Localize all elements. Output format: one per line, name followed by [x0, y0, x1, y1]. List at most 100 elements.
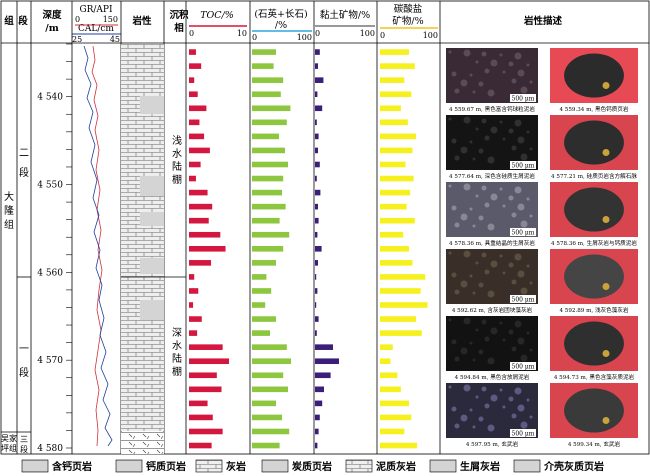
legend-item: 灰岩 [195, 459, 246, 473]
grain-mark [529, 214, 533, 218]
scale-bar-box [510, 94, 536, 102]
core-sample [564, 321, 624, 366]
grain-mark [526, 398, 530, 402]
bar [315, 105, 323, 112]
grain-mark [454, 88, 460, 94]
bar [189, 260, 212, 266]
grain-mark [508, 61, 514, 67]
grain-mark [529, 147, 533, 151]
legend-label: 炭质页岩 [292, 460, 332, 473]
depth-tick-label: 4 550 [37, 181, 63, 191]
grain-mark [511, 413, 517, 419]
photo-item: 500 μm 4 559.67 m, 黑色富含钙球粒泥岩 [446, 48, 538, 113]
bar [315, 246, 322, 252]
toc-header: TOC/% [200, 10, 234, 21]
grain-mark [448, 184, 452, 188]
grain-mark [472, 90, 476, 94]
grain-mark [463, 49, 471, 57]
legend-swatch [261, 459, 289, 473]
bar [189, 372, 217, 379]
bar [252, 77, 284, 83]
bar [189, 49, 196, 55]
bar [380, 203, 407, 210]
grain-mark [484, 403, 490, 409]
litho-base [121, 432, 164, 454]
grain-mark [517, 136, 525, 144]
grain-mark [514, 119, 522, 127]
scale-bar-box [510, 429, 536, 437]
photo-item: 500 μm 4 594.84 m, 黑色含放屑泥岩 [446, 316, 538, 381]
quartz-header-2: /% [275, 20, 287, 31]
legend-label: 介壳灰质页岩 [543, 460, 604, 473]
grain-mark [517, 270, 525, 278]
core-sample [564, 254, 624, 299]
bar [315, 49, 320, 55]
grain-mark [508, 329, 514, 335]
grain-mark [460, 414, 468, 422]
bar [252, 147, 285, 154]
grain-mark [454, 222, 460, 228]
description-header: 岩性描述 [523, 15, 563, 27]
grain-mark [517, 337, 525, 345]
grain-mark [451, 406, 457, 412]
bar [252, 231, 290, 238]
bar [380, 344, 393, 350]
grain-mark [460, 347, 468, 355]
litho-shale-1 [140, 96, 164, 114]
stage2-label-1: 二 [19, 148, 29, 159]
grain-mark [517, 69, 525, 77]
photo-caption: 4 599.34 m, 玄武岩 [568, 440, 621, 448]
bar [189, 147, 210, 154]
cal-max: 45 [110, 35, 120, 44]
grain-mark [460, 280, 468, 288]
grain-mark [511, 346, 517, 352]
bar [189, 288, 199, 294]
bar [315, 414, 320, 421]
grain-mark [481, 185, 487, 191]
bar [252, 330, 270, 336]
grain-mark [529, 348, 533, 352]
toc-max: 10 [237, 29, 247, 38]
grain-mark [508, 128, 514, 134]
bar [189, 414, 213, 421]
coin-scale [602, 283, 610, 290]
grain-mark [475, 395, 479, 399]
bar [189, 91, 198, 98]
grain-mark [484, 68, 490, 74]
grain-mark [499, 388, 503, 392]
grain-mark [481, 319, 487, 325]
grain-mark [478, 282, 484, 288]
wujiaping-label-2: 坪组 [1, 443, 17, 453]
bar [380, 147, 413, 154]
bar [380, 119, 408, 126]
bar [380, 49, 409, 55]
coin-scale [602, 216, 610, 223]
grain-mark [481, 386, 487, 392]
bar [252, 316, 276, 322]
legend-item: 泥质灰岩 [345, 459, 416, 473]
bar [189, 400, 208, 407]
bar [315, 91, 318, 98]
grain-mark [526, 264, 530, 268]
grain-mark [502, 204, 506, 208]
depth-tick-label: 4 560 [37, 268, 63, 278]
bar [189, 217, 209, 224]
grain-mark [469, 274, 473, 278]
bar [380, 260, 413, 266]
grain-mark [490, 327, 498, 335]
grain-mark [487, 223, 495, 231]
bar [380, 358, 391, 365]
photo-item: 4 599.34 m, 玄武岩 [550, 383, 638, 448]
grain-mark [502, 405, 506, 409]
photo-caption: 4 592.62 m, 含灰岩团块藻灰岩 [452, 306, 533, 314]
legend-label: 灰岩 [226, 460, 246, 473]
clay-max: 100 [360, 29, 375, 38]
legend: 含钙页岩 钙质页岩 灰岩 炭质页岩 泥质灰岩 生屑灰岩 介壳灰质页岩 [21, 459, 604, 473]
bar [252, 428, 290, 435]
grain-mark [526, 130, 530, 134]
grain-mark [469, 408, 473, 412]
carbonate-max: 100 [423, 31, 438, 40]
grain-mark [475, 328, 479, 332]
bar [380, 386, 401, 393]
